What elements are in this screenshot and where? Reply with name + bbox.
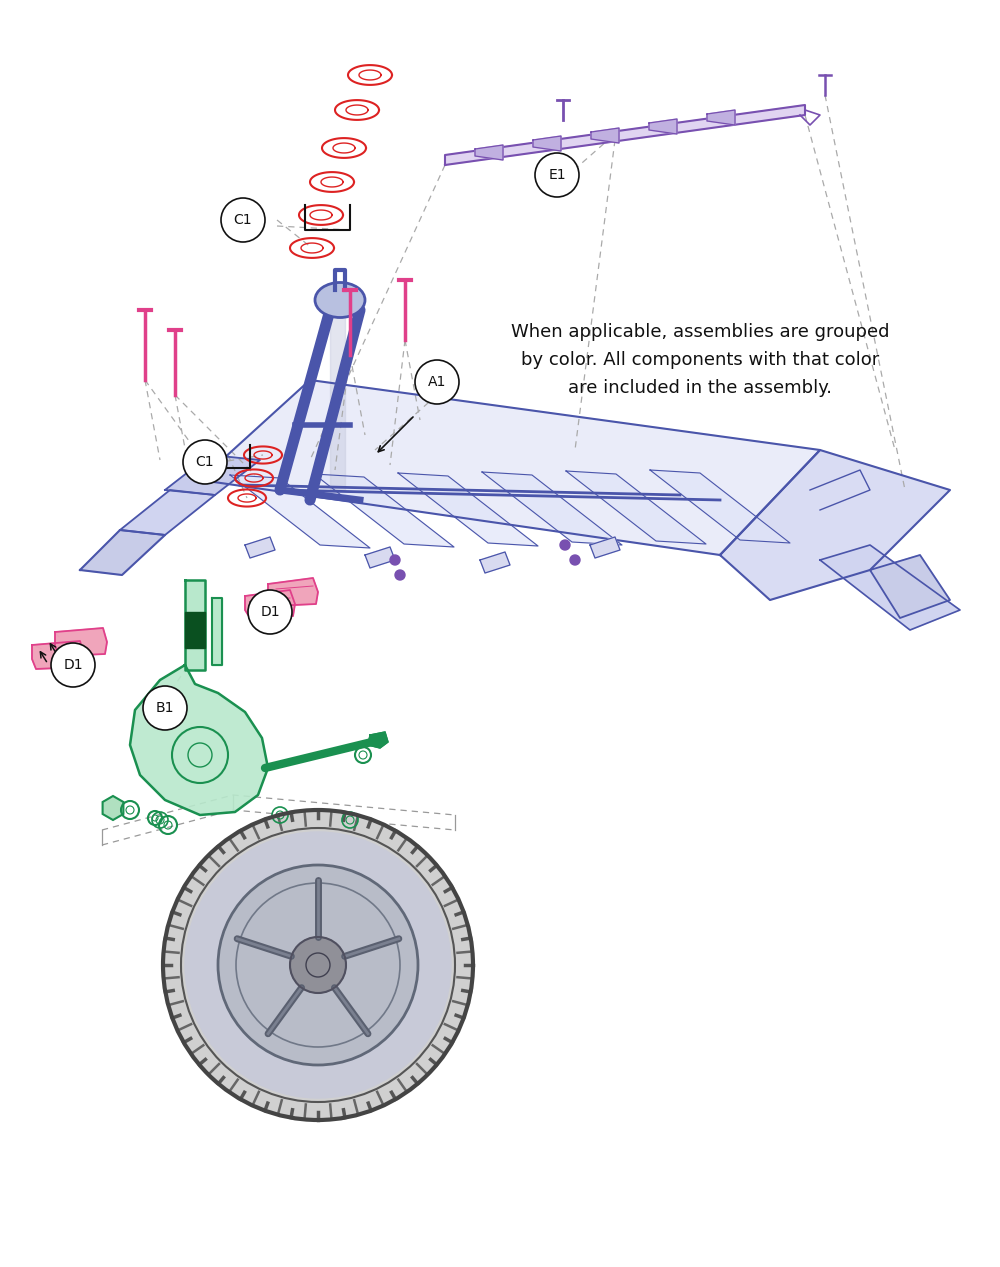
- Circle shape: [185, 832, 451, 1098]
- Circle shape: [395, 570, 405, 580]
- Polygon shape: [80, 530, 165, 575]
- Polygon shape: [566, 471, 706, 544]
- Polygon shape: [480, 552, 510, 573]
- Polygon shape: [185, 612, 205, 647]
- Text: E1: E1: [548, 169, 566, 182]
- Polygon shape: [212, 598, 222, 665]
- Polygon shape: [720, 450, 950, 601]
- Polygon shape: [55, 628, 107, 656]
- Polygon shape: [368, 732, 388, 748]
- Circle shape: [570, 555, 580, 565]
- Circle shape: [143, 685, 187, 730]
- Text: C1: C1: [196, 455, 214, 469]
- Circle shape: [163, 810, 473, 1120]
- Text: C1: C1: [234, 213, 252, 227]
- Polygon shape: [245, 537, 275, 557]
- Polygon shape: [533, 136, 561, 151]
- Ellipse shape: [315, 283, 365, 318]
- Text: D1: D1: [260, 606, 280, 620]
- Polygon shape: [330, 310, 345, 490]
- Circle shape: [218, 865, 418, 1066]
- Polygon shape: [314, 474, 454, 547]
- Polygon shape: [32, 641, 84, 669]
- Polygon shape: [185, 580, 205, 670]
- Circle shape: [560, 540, 570, 550]
- Text: B1: B1: [156, 701, 174, 715]
- Polygon shape: [482, 473, 622, 545]
- Text: When applicable, assemblies are grouped
by color. All components with that color: When applicable, assemblies are grouped …: [511, 323, 889, 397]
- Circle shape: [221, 198, 265, 242]
- Circle shape: [183, 440, 227, 484]
- Text: D1: D1: [63, 658, 83, 672]
- Circle shape: [51, 642, 95, 687]
- Text: A1: A1: [428, 375, 446, 389]
- Polygon shape: [120, 490, 215, 535]
- Polygon shape: [649, 119, 677, 134]
- Polygon shape: [590, 537, 620, 557]
- Circle shape: [415, 360, 459, 404]
- Polygon shape: [130, 665, 268, 815]
- Circle shape: [290, 938, 346, 993]
- Polygon shape: [870, 555, 950, 618]
- Polygon shape: [200, 380, 820, 555]
- Polygon shape: [591, 128, 619, 143]
- Polygon shape: [650, 470, 790, 544]
- Polygon shape: [820, 545, 960, 630]
- Circle shape: [248, 590, 292, 634]
- Polygon shape: [268, 578, 318, 606]
- Circle shape: [535, 153, 579, 196]
- Polygon shape: [707, 110, 735, 125]
- Circle shape: [390, 555, 400, 565]
- Polygon shape: [475, 144, 503, 160]
- Polygon shape: [245, 590, 295, 618]
- Polygon shape: [398, 473, 538, 546]
- Polygon shape: [230, 475, 370, 549]
- Polygon shape: [445, 105, 805, 165]
- Polygon shape: [165, 455, 260, 495]
- Polygon shape: [365, 547, 395, 568]
